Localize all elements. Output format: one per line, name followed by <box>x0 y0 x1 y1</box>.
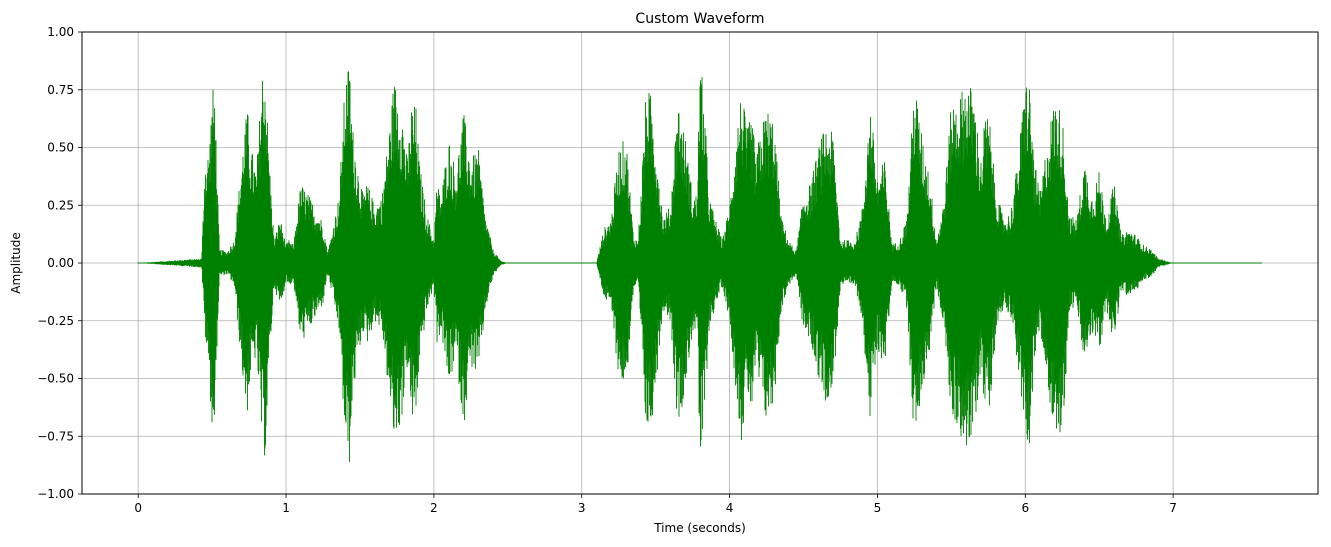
x-tick-label: 7 <box>1169 501 1177 515</box>
axis-ticks: 0 1 2 3 4 5 6 7 1.00 0.75 0.50 0.25 0.00 −0.25 −0.50 −0… <box>37 25 1177 515</box>
x-tick-label: 1 <box>282 501 290 515</box>
x-tick-label: 3 <box>578 501 586 515</box>
y-tick-label: −0.50 <box>37 372 74 386</box>
x-tick-label: 4 <box>726 501 734 515</box>
y-tick-label: −1.00 <box>37 487 74 501</box>
y-tick-label: −0.75 <box>37 429 74 443</box>
y-axis-label: Amplitude <box>9 232 23 294</box>
x-tick-label: 5 <box>874 501 882 515</box>
y-tick-label: 0.50 <box>47 141 74 155</box>
x-tick-label: 2 <box>430 501 438 515</box>
y-tick-label: 0.00 <box>47 256 74 270</box>
x-axis-label: Time (seconds) <box>653 521 746 535</box>
x-tick-label: 6 <box>1021 501 1029 515</box>
y-tick-label: 1.00 <box>47 25 74 39</box>
chart-title: Custom Waveform <box>635 11 764 27</box>
y-tick-label: 0.25 <box>47 198 74 212</box>
y-tick-label: −0.25 <box>37 314 74 328</box>
x-tick-label: 0 <box>134 501 142 515</box>
y-tick-label: 0.75 <box>47 83 74 97</box>
waveform-series <box>137 71 1262 462</box>
